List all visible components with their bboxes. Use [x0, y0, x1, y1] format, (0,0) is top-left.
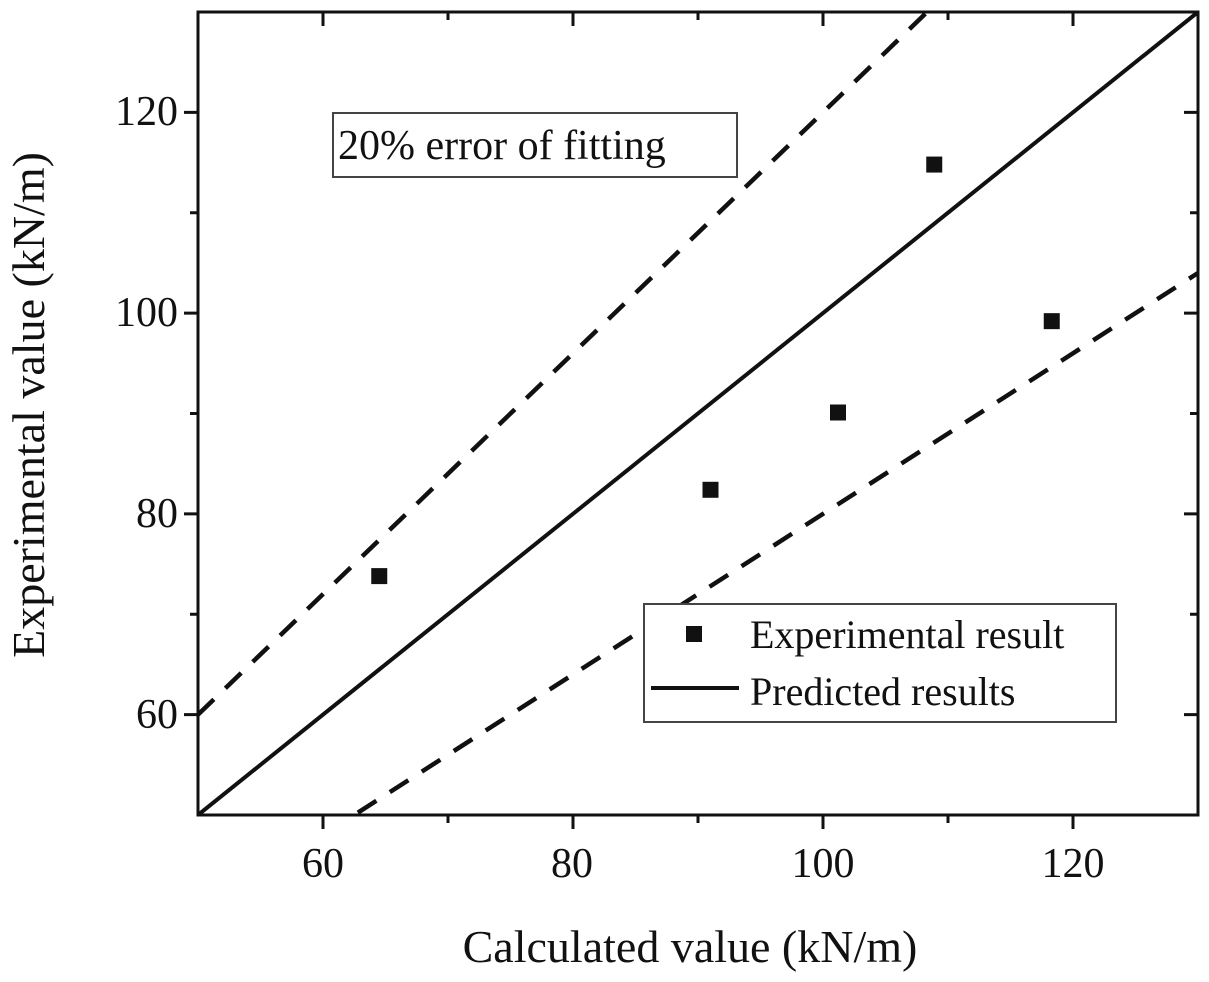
- error-annotation: 20% error of fitting: [332, 112, 738, 178]
- y-axis-title: Experimental value (kN/m): [3, 152, 54, 658]
- upper-error-line: [198, 12, 931, 717]
- annotation-text: 20% error of fitting: [338, 123, 666, 169]
- x-tick-label: 120: [1042, 841, 1105, 887]
- data-point: [1043, 313, 1060, 330]
- experimental-points: [371, 156, 1060, 585]
- legend-box: [643, 603, 1117, 723]
- axis-ticks: [184, 12, 1198, 829]
- y-tick-label: 60: [136, 692, 178, 738]
- y-tick-label: 80: [136, 491, 178, 537]
- x-tick-label: 60: [302, 841, 344, 887]
- x-tick-label: 100: [792, 841, 855, 887]
- legend-label-experimental: Experimental result: [750, 612, 1064, 657]
- legend-label-predicted: Predicted results: [750, 669, 1016, 714]
- data-point: [371, 568, 388, 585]
- data-point: [926, 156, 943, 173]
- legend-marker-experimental: [686, 626, 702, 642]
- data-point: [702, 481, 719, 498]
- reference-lines: [198, 12, 1198, 815]
- lower-error-line: [350, 271, 1198, 815]
- y-tick-label: 120: [115, 89, 178, 135]
- predicted-results-line: [198, 12, 1198, 815]
- annotation-box: [332, 112, 738, 178]
- x-tick-label: 80: [551, 841, 593, 887]
- y-tick-label: 100: [115, 290, 178, 336]
- data-point: [830, 404, 846, 421]
- legend: Experimental result Predicted results: [643, 603, 1117, 723]
- x-axis-title: Calculated value (kN/m): [463, 921, 918, 972]
